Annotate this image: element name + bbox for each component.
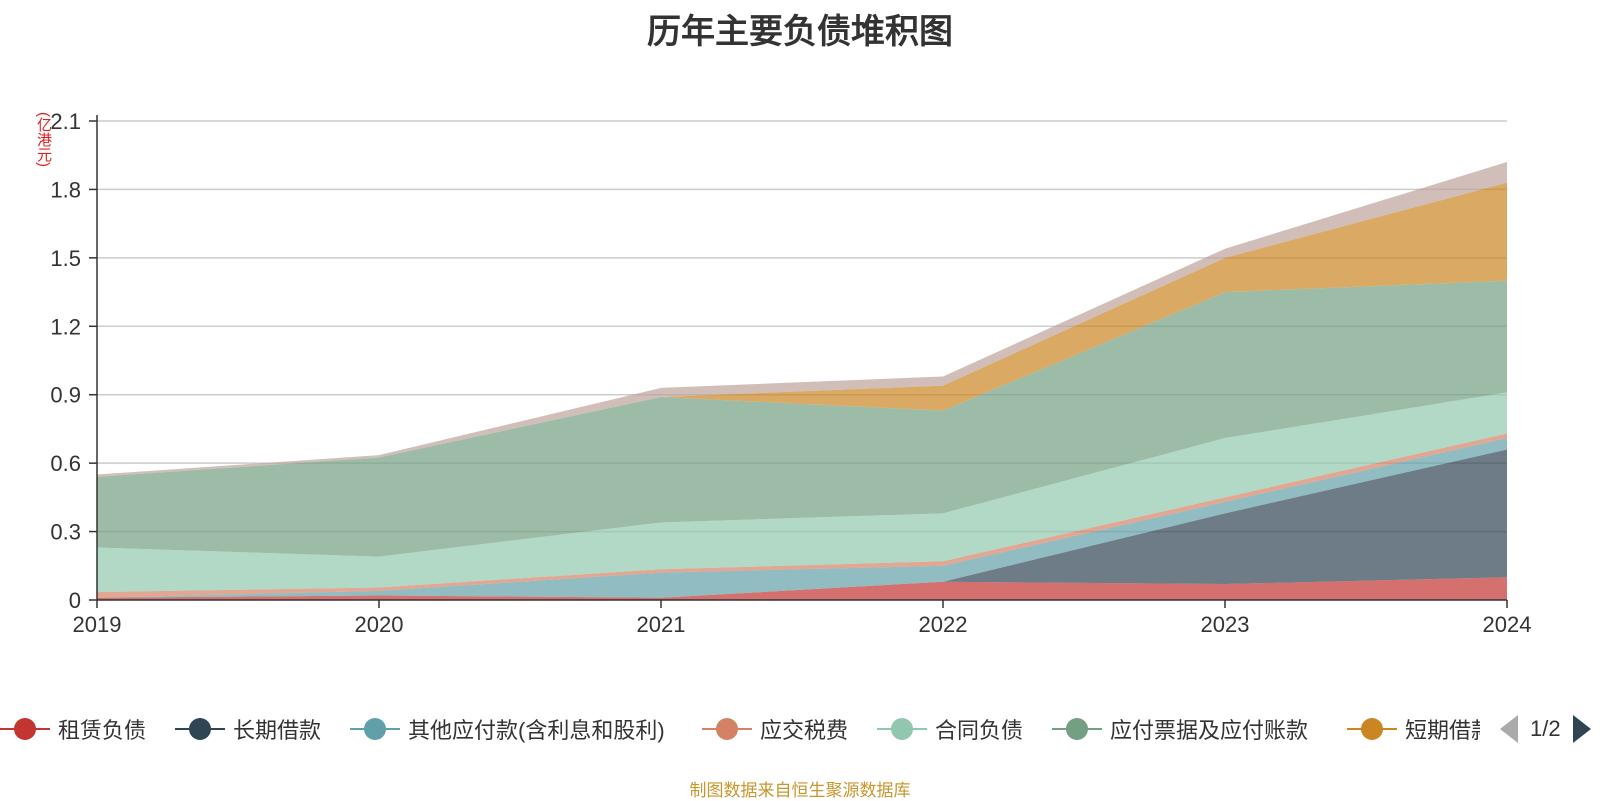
x-tick-label: 2023 [1201,612,1250,637]
axis-layer: 0 0.3 0.6 0.9 1.2 1.5 1.8 2.1 2019 2020 2021 2022 20… [50,109,1531,637]
y-tick-label: 0 [69,588,81,613]
area-layer [97,162,1507,600]
legend-marker-icon [175,712,225,746]
legend-label: 应付票据及应付账款 [1110,718,1309,743]
legend-marker-icon [350,712,400,746]
x-tick-label: 2019 [73,612,122,637]
legend-item[interactable]: 长期借款 [175,712,321,746]
legend-prev-arrow-icon[interactable] [1500,715,1518,743]
legend-label: 租赁负债 [58,718,147,743]
x-tick-label: 2021 [637,612,686,637]
legend-marker-icon [1347,712,1397,746]
y-tick-label: 1.2 [50,314,81,339]
legend-pager: 1/2 [1500,712,1600,746]
y-axis-unit-label: (亿港元) [35,111,52,167]
x-tick-label: 2024 [1483,612,1532,637]
legend-label: 短期借款 [1405,718,1480,743]
x-tick-label: 2022 [919,612,968,637]
y-tick-label: 1.5 [50,246,81,271]
legend-label: 长期借款 [233,718,322,743]
y-tick-label: 2.1 [50,109,81,134]
legend-item[interactable]: 其他应付款(含利息和股利) [350,712,665,746]
legend-page-indicator: 1/2 [1530,716,1561,741]
legend-label: 其他应付款(含利息和股利) [408,718,665,743]
legend-label: 应交税费 [760,718,849,743]
legend-next-arrow-icon[interactable] [1572,715,1591,743]
y-tick-label: 0.6 [50,451,81,476]
legend-marker-icon [702,712,752,746]
legend-marker-icon [0,712,50,746]
y-tick-label: 0.3 [50,520,81,545]
legend: 租赁负债 长期借款 其他应付款(含利息和股利) 应交税费 合同负债 应付票据及应付账款 短期… [0,712,1480,746]
legend-item[interactable]: 应交税费 [702,712,848,746]
legend-marker-icon [877,712,927,746]
x-tick-label: 2020 [355,612,404,637]
area-series-1[interactable] [97,449,1507,598]
area-series-4[interactable] [97,392,1507,593]
legend-marker-icon [1052,712,1102,746]
legend-label: 合同负债 [935,718,1024,743]
y-tick-label: 1.8 [50,177,81,202]
area-series-0[interactable] [97,577,1507,600]
legend-item[interactable]: 短期借款 [1347,712,1480,746]
area-series-5[interactable] [97,280,1507,557]
y-tick-label: 0.9 [50,383,81,408]
legend-item[interactable]: 租赁负债 [0,712,146,746]
chart-title: 历年主要负债堆积图 [647,13,953,51]
legend-item[interactable]: 合同负债 [877,712,1023,746]
legend-item[interactable]: 应付票据及应付账款 [1052,712,1308,746]
source-note: 制图数据来自恒生聚源数据库 [689,781,911,800]
